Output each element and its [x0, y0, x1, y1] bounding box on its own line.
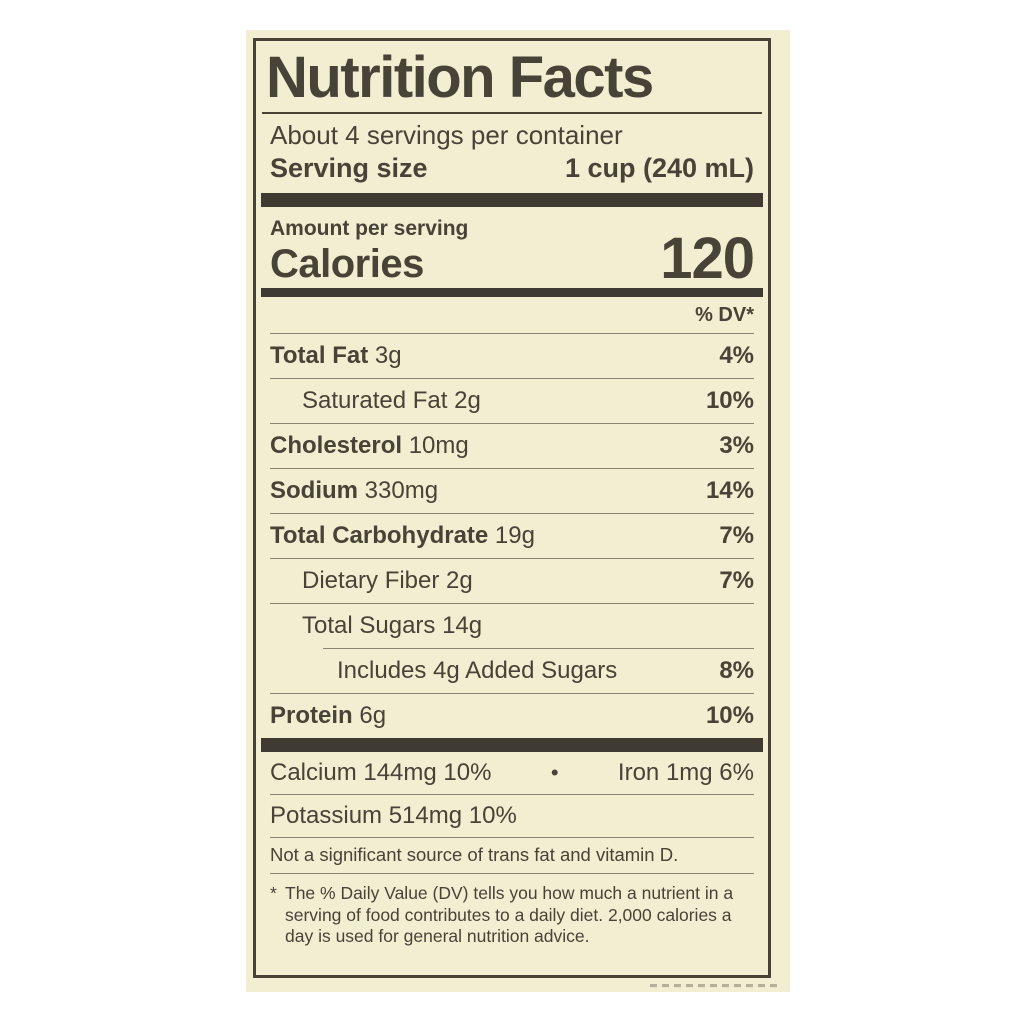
- nutrient-dv: 3%: [719, 432, 754, 459]
- nutrient-row: Protein 6g 10%: [270, 693, 754, 738]
- nutrient-row: Total Sugars 14g: [270, 603, 754, 648]
- not-significant-note: Not a significant source of trans fat an…: [270, 838, 754, 874]
- nutrient-label: Protein: [270, 702, 360, 729]
- title-divider: [262, 112, 762, 114]
- serving-size-label: Serving size: [270, 153, 428, 183]
- nutrition-facts-panel: Nutrition Facts About 4 servings per con…: [253, 38, 771, 978]
- cutoff-print-artifact: [650, 984, 780, 988]
- nutrient-amount: 3g: [374, 342, 402, 369]
- panel-title: Nutrition Facts: [266, 45, 654, 110]
- nutrient-amount: 14g: [442, 612, 483, 639]
- serving-size-row: Serving size 1 cup (240 mL): [270, 151, 754, 185]
- footnote-asterisk: *: [270, 883, 277, 903]
- thick-separator-bar-top: [261, 193, 763, 207]
- nutrient-dv: 8%: [719, 656, 754, 684]
- nutrient-label: Dietary Fiber: [302, 567, 447, 594]
- serving-size-value: 1 cup (240 mL): [564, 153, 754, 183]
- nutrient-row: Sodium 330mg 14%: [270, 468, 754, 513]
- mineral-rows: Calcium 144mg 10% • Iron 1mg 6% Potassiu…: [270, 752, 754, 838]
- nutrient-dv: 4%: [719, 342, 754, 369]
- footnote-text: The % Daily Value (DV) tells you how muc…: [285, 883, 734, 946]
- mineral-right: Iron 1mg 6%: [617, 759, 754, 786]
- nutrient-label: Sodium: [270, 477, 365, 504]
- label-photo-background: Nutrition Facts About 4 servings per con…: [246, 30, 790, 992]
- nutrient-label: Cholesterol: [270, 432, 409, 459]
- serving-info-block: About 4 servings per container Serving s…: [256, 114, 768, 193]
- nutrient-label: Total Sugars: [302, 612, 443, 639]
- nutrient-label: Total Carbohydrate: [270, 522, 495, 549]
- nutrient-dv: 10%: [705, 702, 754, 729]
- mineral-row: Calcium 144mg 10% • Iron 1mg 6%: [270, 752, 754, 795]
- nutrient-row: Saturated Fat 2g 10%: [270, 378, 754, 423]
- nutrient-amount: 10mg: [408, 432, 469, 459]
- nutrient-dv: 14%: [705, 477, 754, 504]
- nutrient-amount: 19g: [494, 522, 535, 549]
- nutrient-amount: 330mg: [364, 477, 439, 504]
- daily-value-footnote: * The % Daily Value (DV) tells you how m…: [256, 874, 768, 948]
- nutrient-label: Saturated Fat: [302, 387, 455, 414]
- nutrient-label: Includes 4g Added Sugars: [337, 656, 618, 684]
- mineral-row: Potassium 514mg 10%: [270, 795, 754, 838]
- nutrient-row: Includes 4g Added Sugars 8%: [270, 648, 754, 693]
- nutrient-row: Dietary Fiber 2g 7%: [270, 558, 754, 603]
- nutrient-amount: 2g: [454, 387, 481, 414]
- thick-separator-bar-bottom: [261, 738, 763, 752]
- nutrient-row: Total Fat 3g 4%: [270, 333, 754, 378]
- nutrient-row: Total Carbohydrate 19g 7%: [270, 513, 754, 558]
- calories-block: Amount per serving Calories 120: [256, 207, 768, 288]
- calories-value: 120: [660, 226, 755, 291]
- servings-per-container: About 4 servings per container: [270, 120, 623, 150]
- mineral-left: Potassium 514mg 10%: [270, 802, 517, 829]
- nutrient-dv: 7%: [719, 567, 754, 594]
- nutrient-amount: 2g: [446, 567, 473, 594]
- mineral-left: Calcium 144mg 10%: [270, 759, 492, 786]
- nutrient-dv: 7%: [719, 522, 754, 549]
- daily-value-header: % DV*: [695, 304, 754, 326]
- separator-bullet: •: [550, 760, 559, 785]
- nutrient-dv: 10%: [705, 387, 754, 414]
- nutrient-row: Cholesterol 10mg 3%: [270, 423, 754, 468]
- calories-label: Calories: [270, 242, 424, 286]
- amount-per-serving-label: Amount per serving: [270, 217, 469, 240]
- nutrient-amount: 6g: [359, 702, 387, 729]
- nutrient-rows: Total Fat 3g 4% Saturated Fat 2g 10% Cho…: [270, 333, 754, 738]
- medium-separator-bar: [261, 288, 763, 297]
- nutrient-label: Total Fat: [270, 342, 375, 369]
